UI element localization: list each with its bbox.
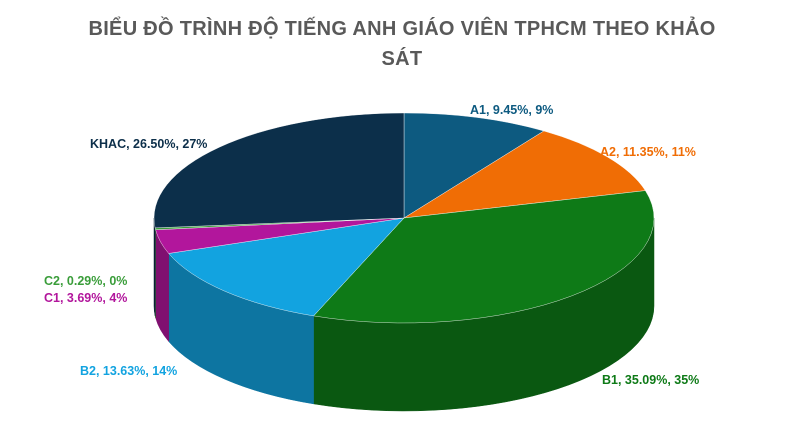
chart-title: BIỂU ĐỒ TRÌNH ĐỘ TIẾNG ANH GIÁO VIÊN TPH… [0, 14, 804, 74]
data-label-c1: C1, 3.69%, 4% [44, 291, 127, 305]
pie-slice-a2 [403, 130, 646, 219]
pie-slice-b1 [313, 190, 655, 324]
data-label-b2: B2, 13.63%, 14% [80, 364, 177, 378]
data-label-b1: B1, 35.09%, 35% [602, 373, 699, 387]
data-labels: A1, 9.45%, 9% A2, 11.35%, 11% B1, 35.09%, … [44, 103, 699, 387]
pie-side-khac [153, 217, 156, 316]
pie-side-walls [153, 217, 655, 412]
chart-title-line-2: SÁT [381, 48, 423, 70]
pie-slice-khac [153, 112, 405, 229]
data-label-c2: C2, 0.29%, 0% [44, 274, 127, 288]
data-label-khac: KHAC, 26.50%, 27% [90, 137, 207, 151]
data-label-a1: A1, 9.45%, 9% [470, 103, 553, 117]
pie-slice-b2 [168, 217, 405, 317]
chart-title-line-1: BIỂU ĐỒ TRÌNH ĐỘ TIẾNG ANH GIÁO VIÊN TPH… [88, 18, 716, 40]
data-label-a2: A2, 11.35%, 11% [600, 145, 696, 159]
pie-top-faces [153, 112, 655, 324]
pie-slice-a1 [403, 112, 545, 219]
